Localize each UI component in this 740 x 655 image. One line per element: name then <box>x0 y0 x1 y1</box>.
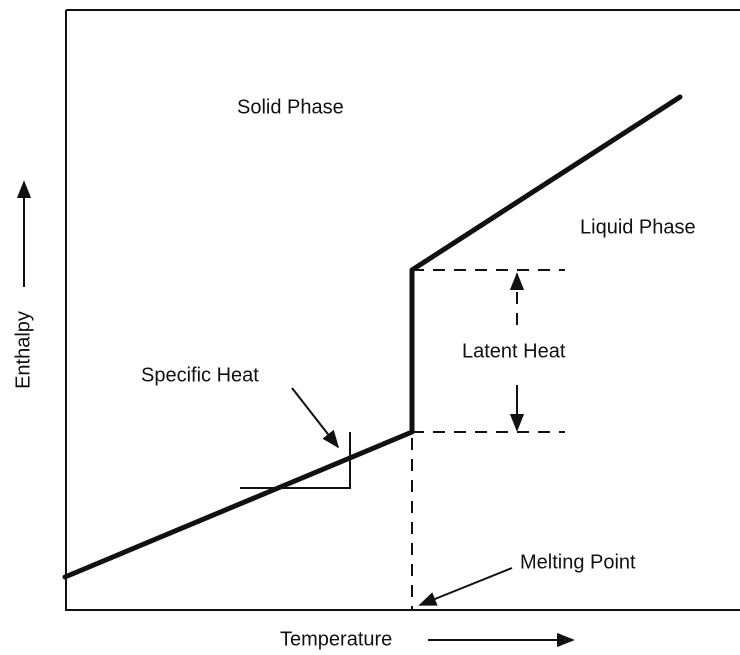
annotation: Specific Heat <box>141 364 259 386</box>
axes <box>65 10 740 611</box>
region-label: Liquid Phase <box>580 216 696 238</box>
enthalpy-curve <box>62 94 683 580</box>
specific-heat-arrow <box>291 387 340 449</box>
y-axis-label: Enthalpy <box>12 311 34 389</box>
slope-triangle <box>240 432 351 489</box>
region-label: Solid Phase <box>237 96 344 118</box>
x-axis-label: Temperature <box>280 628 392 650</box>
melting-arrow <box>418 567 513 606</box>
annotation: Melting Point <box>520 551 636 573</box>
annotation: Latent Heat <box>462 340 566 362</box>
